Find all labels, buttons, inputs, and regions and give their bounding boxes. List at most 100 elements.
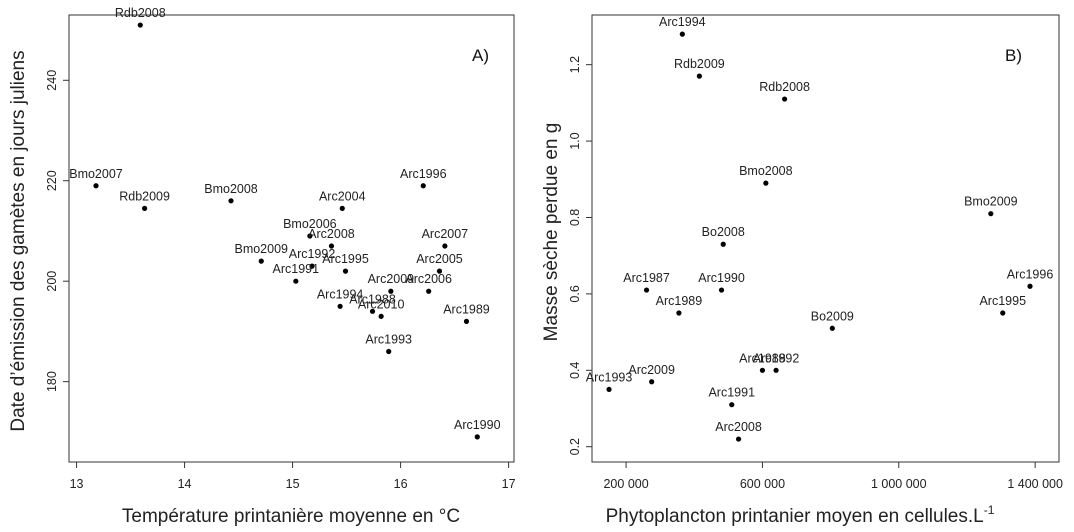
panel-b-x-tick-label: 600 000 — [740, 477, 785, 491]
panel-b-x-tick-label: 200 000 — [603, 477, 648, 491]
panel-b-point-label: Bmo2009 — [964, 195, 1018, 209]
panel-a-data-point — [337, 303, 343, 309]
panel-b-point-label: Rdb2009 — [674, 57, 725, 71]
panel-b-point-label: Bo2009 — [811, 309, 854, 323]
panel-b-point-label: Arc1993 — [586, 370, 633, 384]
panel-a-x-tick-label: 14 — [178, 477, 192, 491]
panel-b-data-point — [720, 241, 726, 247]
panel-b-y-ticks: 0.2 0.4 0.6 0.8 1.0 1.2 — [568, 56, 592, 455]
panel-b-data-point — [676, 310, 682, 316]
panel-a-point-label: Bmo2006 — [283, 217, 337, 231]
panel-a-x-tick-label: 15 — [286, 477, 300, 491]
panel-a-y-tick-label: 240 — [45, 70, 59, 91]
panel-a-point-label: Arc1995 — [322, 252, 369, 266]
panel-a-data-point — [293, 278, 299, 284]
panel-b-y-tick-label: 1.2 — [568, 56, 582, 73]
panel-a-point-label: Arc2009 — [368, 272, 415, 286]
panel-a-point-label: Arc2005 — [416, 252, 463, 266]
panel-a-point-label: Bmo2008 — [204, 182, 258, 196]
panel-a-point-label: Bmo2007 — [69, 167, 123, 181]
panel-a-data-point — [388, 288, 394, 294]
panel-b-x-tick-label: 1 400 000 — [1007, 477, 1063, 491]
panel-b-y-axis-title: Masse sèche perdue en g — [541, 123, 562, 342]
panel-b-point-label: Bmo2008 — [739, 164, 793, 178]
panel-a-point-label: Rdb2009 — [119, 189, 170, 203]
panel-b-y-tick-label: 0.6 — [568, 285, 582, 302]
panel-b-y-tick-label: 1.0 — [568, 132, 582, 149]
panel-b-data-point — [773, 367, 779, 373]
panel-b-point-label: Arc1987 — [623, 271, 670, 285]
panel-a-data-point — [442, 243, 448, 249]
panel-b-x-tick-label: 1 000 000 — [871, 477, 927, 491]
panel-a-point-label: Arc2010 — [358, 297, 405, 311]
panel-a-frame — [68, 14, 515, 463]
panel-a-tag: A) — [472, 46, 489, 65]
panel-b-data-point — [696, 73, 702, 79]
panel-a-data-point — [369, 308, 376, 314]
panel-b-point-label: Arc1988 — [739, 351, 786, 365]
panel-a-x-axis-title: Température printanière moyenne en °C — [122, 506, 460, 527]
panel-a-point-label: Arc2007 — [422, 227, 469, 241]
panel-a-data-point — [420, 183, 426, 189]
panel-a-data-point — [93, 183, 99, 189]
panel-a-data-point — [342, 268, 349, 274]
panel-b-point-label: Arc1992 — [753, 351, 800, 365]
panel-b-x-axis-title-sup: -1 — [984, 503, 995, 517]
panel-b-point-label: Arc1995 — [979, 294, 1026, 308]
panel-a-data-point — [328, 243, 335, 249]
panel-b-point-label: Arc1991 — [708, 386, 755, 400]
panel-a-y-axis-title: Date d’émission des gamètes en jours jul… — [8, 50, 29, 431]
panel-a: A) Température printanière moyenne en °C… — [8, 6, 516, 527]
panel-a-data-point — [137, 22, 143, 28]
panel-b-point-label: Arc2009 — [628, 363, 675, 377]
panel-b-data-point — [606, 386, 612, 393]
panel-b-data-point — [718, 287, 725, 293]
panel-b-data-point — [729, 402, 735, 408]
panel-b-point-label: Arc1996 — [1007, 267, 1054, 281]
panel-a-point-label: Rdb2008 — [115, 6, 166, 20]
panel-a-data-point — [474, 434, 480, 440]
panel-b-data-point — [643, 287, 650, 293]
panel-a-data-point — [309, 263, 315, 269]
panel-a-points: Rdb2008 Bmo2007 Rdb2009 Bmo2008 Arc1996 Arc20… — [69, 6, 501, 440]
panel-b-point-label: Bo2008 — [702, 225, 745, 239]
panel-a-data-point — [258, 258, 264, 264]
panel-a-point-label: Bmo2009 — [234, 242, 288, 256]
panel-a-data-point — [378, 313, 384, 319]
panel-a-y-tick-label: 180 — [45, 371, 59, 392]
panel-b-point-label: Arc1989 — [656, 294, 703, 308]
panel-b-data-point — [1027, 283, 1033, 289]
panel-a-point-label: Arc1989 — [443, 302, 490, 316]
panel-a-point-label: Arc1996 — [400, 167, 447, 181]
panel-a-point-label: Arc1992 — [289, 247, 336, 261]
panel-b-point-label: Arc2008 — [715, 420, 762, 434]
panel-b-point-label: Arc1990 — [698, 271, 745, 285]
panel-a-data-point — [426, 288, 432, 294]
panel-a-data-point — [386, 348, 392, 355]
panel-a-y-ticks: 180 200 220 240 — [45, 70, 69, 392]
panel-a-point-label: Arc1990 — [454, 418, 501, 432]
panel-b-data-point — [763, 180, 769, 186]
panel-a-point-label: Arc1988 — [349, 292, 396, 306]
panel-b-y-tick-label: 0.2 — [568, 438, 582, 455]
panel-b-x-axis-title-main: Phytoplancton printanier moyen en cellul… — [606, 506, 984, 527]
panel-a-point-label: Arc1993 — [365, 333, 412, 347]
panel-a-data-point — [436, 268, 443, 274]
panel-a-data-point — [228, 198, 234, 204]
panel-b-data-point — [679, 31, 685, 37]
panel-a-y-tick-label: 200 — [45, 271, 59, 292]
panel-b-point-label: Arc1994 — [659, 15, 706, 29]
panel-b-data-point — [735, 436, 742, 442]
panel-b-frame — [591, 14, 1060, 463]
panel-a-point-label: Arc2008 — [308, 227, 355, 241]
panel-b-point-label: Rdb2008 — [759, 80, 810, 94]
panel-b-y-tick-label: 0.4 — [568, 362, 582, 379]
panel-a-x-ticks: 13 14 15 16 17 — [70, 462, 516, 491]
panel-b-data-point — [649, 379, 655, 385]
panel-a-x-tick-label: 16 — [394, 477, 408, 491]
panel-b-data-point — [759, 367, 766, 373]
panel-a-data-point — [142, 205, 148, 211]
panel-b-tag: B) — [1005, 46, 1022, 65]
panel-b-points: Arc1994 Rdb2009 Rdb2008 Bmo2008 Bmo2009 Bo200… — [586, 15, 1054, 442]
